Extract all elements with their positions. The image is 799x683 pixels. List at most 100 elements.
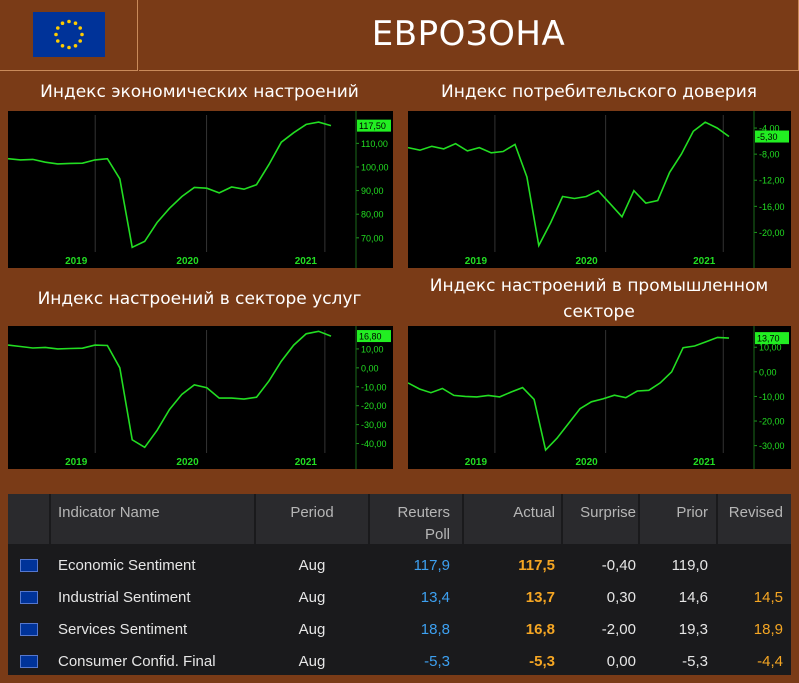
series-line — [408, 121, 730, 248]
y-tick-label: 80,00 — [361, 210, 384, 220]
eu-flag-icon — [20, 623, 38, 636]
y-tick-label: 90,00 — [361, 186, 384, 196]
chart-services-sentiment: 10,00 0,00 -10,00 -20,00 -30,00 -40,00 2019 202… — [8, 326, 393, 469]
panel-title-consumer: Индекс потребительского доверия — [441, 82, 757, 102]
flag-cell — [8, 583, 49, 613]
last-value-badge — [357, 119, 391, 132]
header-period[interactable]: Period — [256, 494, 368, 544]
y-tick-label: 100,00 — [361, 162, 389, 172]
x-tick-label: 2020 — [176, 256, 199, 267]
period-cell: Aug — [298, 621, 326, 638]
page-title: ЕВРОЗОНА — [371, 14, 566, 54]
panel-title-services: Индекс настроений в секторе услуг — [37, 289, 362, 309]
header-reuters-poll[interactable]: Reuters Poll — [370, 494, 462, 544]
indicator-name-cell: Industrial Sentiment — [58, 589, 191, 606]
eu-flag-icon — [33, 12, 105, 57]
x-tick-label: 2019 — [65, 457, 88, 468]
series-line — [8, 330, 332, 449]
y-tick-label: -16,00 — [759, 202, 785, 212]
last-value-label: 13,70 — [757, 334, 780, 344]
reuters-poll-cell: 117,9 — [413, 557, 450, 574]
surprise-cell: 0,30 — [606, 589, 636, 606]
surprise-cell: -0,40 — [601, 557, 636, 574]
y-tick-label: -20,00 — [759, 417, 785, 427]
prior-cell: 19,3 — [678, 621, 708, 638]
eu-flag-icon — [20, 559, 38, 572]
last-value-label: 117,50 — [359, 121, 386, 131]
header-surprise[interactable]: Surprise — [563, 494, 638, 544]
y-tick-label: -30,00 — [759, 441, 785, 451]
prior-cell: 119,0 — [671, 557, 708, 574]
period-cell: Aug — [298, 653, 326, 670]
last-value-badge — [357, 330, 391, 343]
x-tick-label: 2021 — [295, 256, 318, 267]
x-tick-label: 2020 — [575, 457, 598, 468]
chart-consumer-confidence: -4,00 -8,00 -12,00 -16,00 -20,00 2019 2020 2021… — [408, 111, 791, 268]
actual-cell: -5,3 — [529, 653, 555, 670]
reuters-poll-cell: -5,3 — [424, 653, 450, 670]
x-tick-label: 2021 — [693, 256, 716, 267]
y-tick-label: -8,00 — [759, 150, 780, 160]
last-value-badge — [755, 332, 789, 345]
flag-cell — [8, 647, 49, 677]
series-line — [408, 336, 730, 452]
flag-cell — [8, 615, 49, 645]
y-tick-label: 70,00 — [361, 233, 384, 243]
y-tick-label: 0,00 — [361, 363, 379, 373]
x-tick-label: 2020 — [575, 256, 598, 267]
revised-cell: -4,4 — [757, 653, 783, 670]
actual-cell: 117,5 — [518, 557, 555, 574]
y-tick-label: -10,00 — [361, 382, 387, 392]
header-prior[interactable]: Prior — [640, 494, 716, 544]
y-tick-label: -12,00 — [759, 176, 785, 186]
title-box: ЕВРОЗОНА — [139, 0, 799, 71]
reuters-poll-cell: 13,4 — [420, 589, 450, 606]
prior-cell: -5,3 — [682, 653, 708, 670]
x-tick-label: 2020 — [176, 457, 199, 468]
indicators-table: Indicator Name Period Reuters Poll Actua… — [8, 494, 791, 675]
header-flag-cell — [8, 494, 49, 544]
last-value-label: 16,80 — [359, 332, 382, 342]
chart-svg: 110,00 100,00 90,00 80,00 70,00 2019 2020 2021 1… — [8, 111, 391, 268]
table-row[interactable]: Services Sentiment Aug 18,8 16,8 -2,00 19,3 18… — [8, 615, 791, 645]
revised-cell: 14,5 — [753, 589, 783, 606]
chart-svg: 10,00 0,00 -10,00 -20,00 -30,00 -40,00 2019 202… — [8, 326, 391, 469]
actual-cell: 13,7 — [525, 589, 555, 606]
y-tick-label: -4,00 — [759, 124, 780, 134]
panel-title-economic: Индекс экономических настроений — [40, 82, 359, 102]
table-row[interactable]: Consumer Confid. Final Aug -5,3 -5,3 0,00 -5,… — [8, 647, 791, 677]
x-tick-label: 2021 — [295, 457, 318, 468]
period-cell: Aug — [298, 589, 326, 606]
surprise-cell: -2,00 — [601, 621, 636, 638]
header: ЕВРОЗОНА — [0, 0, 799, 72]
series-line — [8, 121, 332, 249]
y-tick-label: 110,00 — [361, 139, 388, 149]
header-actual[interactable]: Actual — [464, 494, 561, 544]
chart-industrial-sentiment: 10,00 0,00 -10,00 -20,00 -30,00 2019 2020 2021 1… — [408, 326, 791, 469]
panel-title-industrial: Индекс настроений в промышленном секторе — [429, 276, 769, 322]
revised-cell — [718, 551, 783, 581]
header-revised[interactable]: Revised — [718, 494, 791, 544]
flag-box — [0, 0, 138, 71]
y-tick-label: 10,00 — [361, 344, 384, 354]
header-indicator-name[interactable]: Indicator Name — [51, 494, 254, 544]
last-value-badge — [755, 130, 789, 143]
reuters-poll-cell: 18,8 — [420, 621, 450, 638]
indicator-name-cell: Consumer Confid. Final — [58, 653, 216, 670]
y-tick-label: 10,00 — [759, 343, 782, 353]
chart-economic-sentiment: 110,00 100,00 90,00 80,00 70,00 2019 2020 2021 1… — [8, 111, 393, 268]
y-tick-label: -20,00 — [361, 401, 387, 411]
last-value-label: -5,30 — [757, 132, 778, 142]
table-row[interactable]: Economic Sentiment Aug 117,9 117,5 -0,40 119,… — [8, 551, 791, 581]
x-tick-label: 2019 — [65, 256, 88, 267]
surprise-cell: 0,00 — [606, 653, 636, 670]
indicator-name-cell: Services Sentiment — [58, 621, 188, 638]
actual-cell: 16,8 — [525, 621, 555, 638]
y-tick-label: -20,00 — [759, 228, 785, 238]
x-tick-label: 2019 — [465, 457, 488, 468]
y-tick-label: -40,00 — [361, 439, 387, 449]
eu-flag-icon — [20, 655, 38, 668]
table-row[interactable]: Industrial Sentiment Aug 13,4 13,7 0,30 14,6 1… — [8, 583, 791, 613]
y-tick-label: 0,00 — [759, 367, 777, 377]
indicator-name-cell: Economic Sentiment — [58, 557, 196, 574]
